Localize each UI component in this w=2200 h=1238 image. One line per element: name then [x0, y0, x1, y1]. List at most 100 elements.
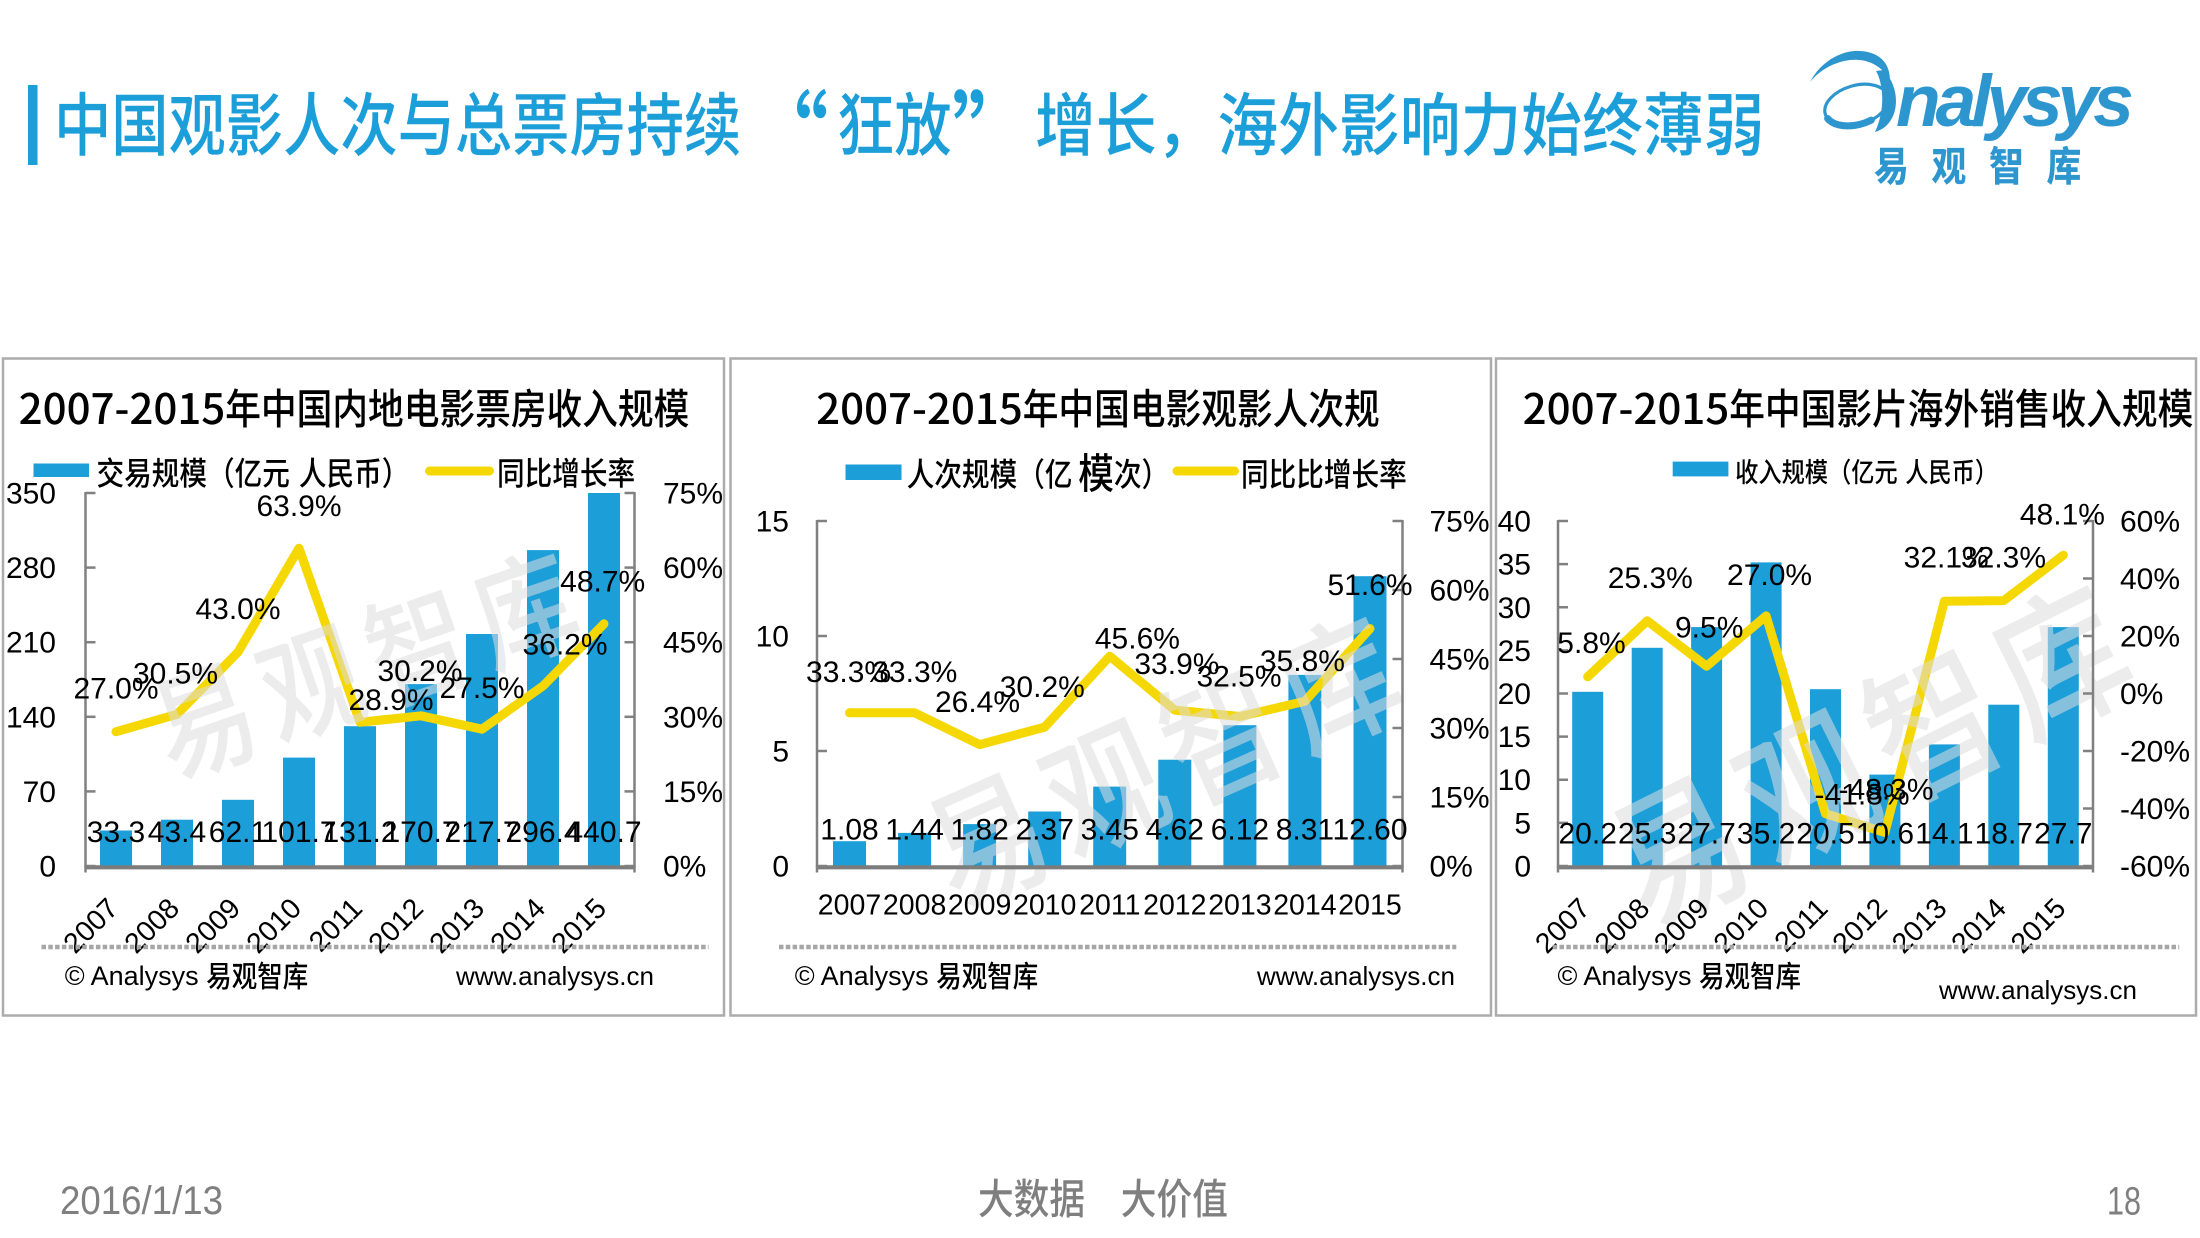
svg-text:280: 280	[6, 552, 56, 585]
svg-text:60%: 60%	[663, 552, 723, 585]
svg-text:62.1: 62.1	[209, 816, 267, 849]
svg-text:3.45: 3.45	[1081, 814, 1139, 847]
svg-text:14.1: 14.1	[1915, 818, 1973, 851]
svg-text:0%: 0%	[2120, 678, 2163, 711]
svg-text:10.6: 10.6	[1856, 818, 1914, 851]
svg-text:10: 10	[1498, 764, 1531, 797]
svg-text:27.7: 27.7	[2034, 818, 2092, 851]
svg-text:32.3%: 32.3%	[1961, 541, 2046, 574]
svg-text:35.2: 35.2	[1737, 818, 1795, 851]
svg-text:26.4%: 26.4%	[935, 686, 1020, 719]
svg-text:170.7: 170.7	[383, 816, 458, 849]
svg-text:2.37: 2.37	[1016, 814, 1074, 847]
svg-text:33.3: 33.3	[87, 816, 145, 849]
svg-text:15%: 15%	[1430, 782, 1490, 815]
svg-text:48.1%: 48.1%	[2020, 498, 2105, 531]
svg-text:1.82: 1.82	[950, 814, 1008, 847]
svg-text:18: 18	[2107, 1180, 2141, 1224]
svg-text:www.analysys.cn: www.analysys.cn	[1256, 961, 1455, 991]
svg-text:140: 140	[6, 701, 56, 734]
svg-text:20: 20	[1498, 678, 1531, 711]
svg-text:27.0%: 27.0%	[1727, 559, 1812, 592]
svg-text:1.08: 1.08	[820, 814, 878, 847]
svg-text:45%: 45%	[663, 627, 723, 660]
svg-text:32.5%: 32.5%	[1196, 661, 1281, 694]
svg-text:9.5%: 9.5%	[1675, 611, 1743, 644]
svg-text:210: 210	[6, 627, 56, 660]
svg-text:30: 30	[1498, 592, 1531, 625]
svg-text:43.0%: 43.0%	[195, 593, 280, 626]
svg-text:4.62: 4.62	[1146, 814, 1204, 847]
svg-text:2008: 2008	[883, 890, 946, 922]
svg-text:33.3%: 33.3%	[872, 656, 957, 689]
svg-text:0: 0	[772, 851, 789, 884]
svg-text:70: 70	[23, 776, 56, 809]
svg-text:30.2%: 30.2%	[1000, 671, 1085, 704]
svg-text:2009: 2009	[948, 890, 1011, 922]
svg-text:10: 10	[756, 621, 789, 654]
svg-text:25.3%: 25.3%	[1608, 562, 1693, 595]
svg-text:30%: 30%	[663, 701, 723, 734]
svg-text:6.12: 6.12	[1211, 814, 1269, 847]
svg-text:nalysys: nalysys	[1896, 61, 2132, 142]
svg-text:18.7: 18.7	[1975, 818, 2033, 851]
svg-text:-48.3%: -48.3%	[1838, 774, 1933, 807]
svg-text:2012: 2012	[1143, 890, 1206, 922]
svg-text:0%: 0%	[1430, 851, 1473, 884]
svg-text:217.7: 217.7	[444, 816, 519, 849]
svg-text:2011: 2011	[1079, 890, 1140, 922]
svg-text:35.8%: 35.8%	[1260, 645, 1345, 678]
svg-text:33.3%: 33.3%	[806, 656, 891, 689]
svg-text:20.2: 20.2	[1559, 818, 1617, 851]
svg-text:32.1%: 32.1%	[1904, 541, 1989, 574]
svg-text:60%: 60%	[2120, 506, 2180, 539]
svg-text:1.44: 1.44	[885, 814, 943, 847]
svg-text:25: 25	[1498, 635, 1531, 668]
svg-text:www.analysys.cn: www.analysys.cn	[1938, 975, 2137, 1005]
svg-text:35: 35	[1498, 549, 1531, 582]
svg-text:5.8%: 5.8%	[1557, 627, 1625, 660]
svg-text:2015: 2015	[1338, 890, 1401, 922]
svg-text:43.4: 43.4	[148, 816, 206, 849]
svg-text:0: 0	[1514, 851, 1531, 884]
svg-text:350: 350	[6, 478, 56, 511]
svg-text:-41.8%: -41.8%	[1814, 779, 1909, 812]
svg-text:25.3: 25.3	[1618, 818, 1676, 851]
svg-text:-60%: -60%	[2120, 851, 2190, 884]
svg-text:296.4: 296.4	[505, 816, 580, 849]
svg-text:440.7: 440.7	[566, 816, 641, 849]
svg-text:© Analysys: © Analysys	[1558, 961, 1692, 991]
svg-text:60%: 60%	[1430, 575, 1490, 608]
svg-text:30.2%: 30.2%	[377, 655, 462, 688]
svg-text:51.6%: 51.6%	[1327, 569, 1412, 602]
svg-text:75%: 75%	[1430, 506, 1490, 539]
svg-text:2010: 2010	[1013, 890, 1076, 922]
svg-text:48.7%: 48.7%	[560, 565, 645, 598]
svg-text:45%: 45%	[1430, 644, 1490, 677]
svg-text:© Analysys: © Analysys	[65, 961, 199, 991]
svg-text:15: 15	[1498, 721, 1531, 754]
svg-text:5: 5	[772, 736, 789, 769]
svg-text:5: 5	[1514, 807, 1531, 840]
svg-text:101.7: 101.7	[261, 816, 336, 849]
svg-text:40%: 40%	[2120, 563, 2180, 596]
svg-text:20%: 20%	[2120, 621, 2180, 654]
svg-text:www.analysys.cn: www.analysys.cn	[455, 961, 654, 991]
svg-text:33.9%: 33.9%	[1134, 648, 1219, 681]
svg-text:15%: 15%	[663, 776, 723, 809]
svg-text:27.7: 27.7	[1677, 818, 1735, 851]
svg-text:2013: 2013	[1208, 890, 1271, 922]
svg-text:2016/1/13: 2016/1/13	[60, 1179, 223, 1223]
svg-text:36.2%: 36.2%	[522, 629, 607, 662]
svg-text:30%: 30%	[1430, 713, 1490, 746]
svg-text:-40%: -40%	[2120, 793, 2190, 826]
svg-text:2014: 2014	[1273, 890, 1337, 922]
svg-text:0: 0	[39, 851, 56, 884]
svg-text:20.5: 20.5	[1796, 818, 1854, 851]
svg-text:131.2: 131.2	[322, 816, 397, 849]
svg-text:15: 15	[756, 506, 789, 539]
svg-text:27.0%: 27.0%	[73, 673, 158, 706]
svg-text:28.9%: 28.9%	[348, 684, 433, 717]
svg-text:0%: 0%	[663, 851, 706, 884]
svg-text:2007: 2007	[818, 890, 881, 922]
